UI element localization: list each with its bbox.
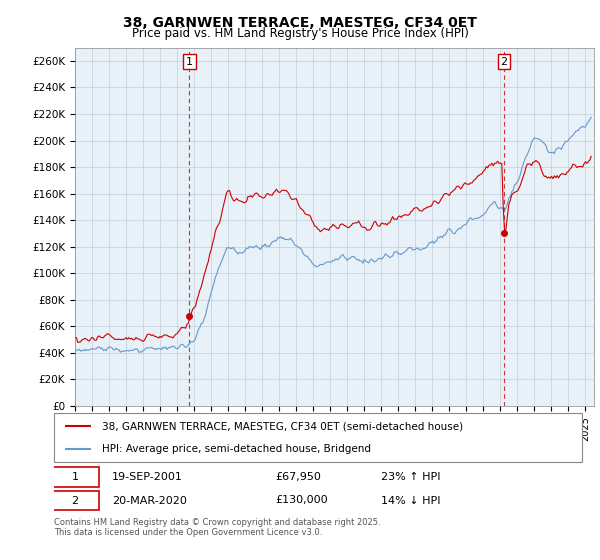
Text: 20-MAR-2020: 20-MAR-2020 [112,496,187,506]
FancyBboxPatch shape [52,491,99,511]
Text: 2: 2 [71,496,79,506]
Text: 2: 2 [500,57,508,67]
Text: £67,950: £67,950 [276,472,322,482]
FancyBboxPatch shape [54,413,582,462]
Text: 23% ↑ HPI: 23% ↑ HPI [382,472,441,482]
Text: 38, GARNWEN TERRACE, MAESTEG, CF34 0ET: 38, GARNWEN TERRACE, MAESTEG, CF34 0ET [123,16,477,30]
Text: HPI: Average price, semi-detached house, Bridgend: HPI: Average price, semi-detached house,… [101,444,371,454]
Text: Contains HM Land Registry data © Crown copyright and database right 2025.
This d: Contains HM Land Registry data © Crown c… [54,518,380,538]
Text: 1: 1 [186,57,193,67]
Text: 14% ↓ HPI: 14% ↓ HPI [382,496,441,506]
Text: Price paid vs. HM Land Registry's House Price Index (HPI): Price paid vs. HM Land Registry's House … [131,27,469,40]
Text: 1: 1 [71,472,79,482]
FancyBboxPatch shape [52,466,99,487]
Text: £130,000: £130,000 [276,496,328,506]
Text: 38, GARNWEN TERRACE, MAESTEG, CF34 0ET (semi-detached house): 38, GARNWEN TERRACE, MAESTEG, CF34 0ET (… [101,421,463,431]
Text: 19-SEP-2001: 19-SEP-2001 [112,472,183,482]
